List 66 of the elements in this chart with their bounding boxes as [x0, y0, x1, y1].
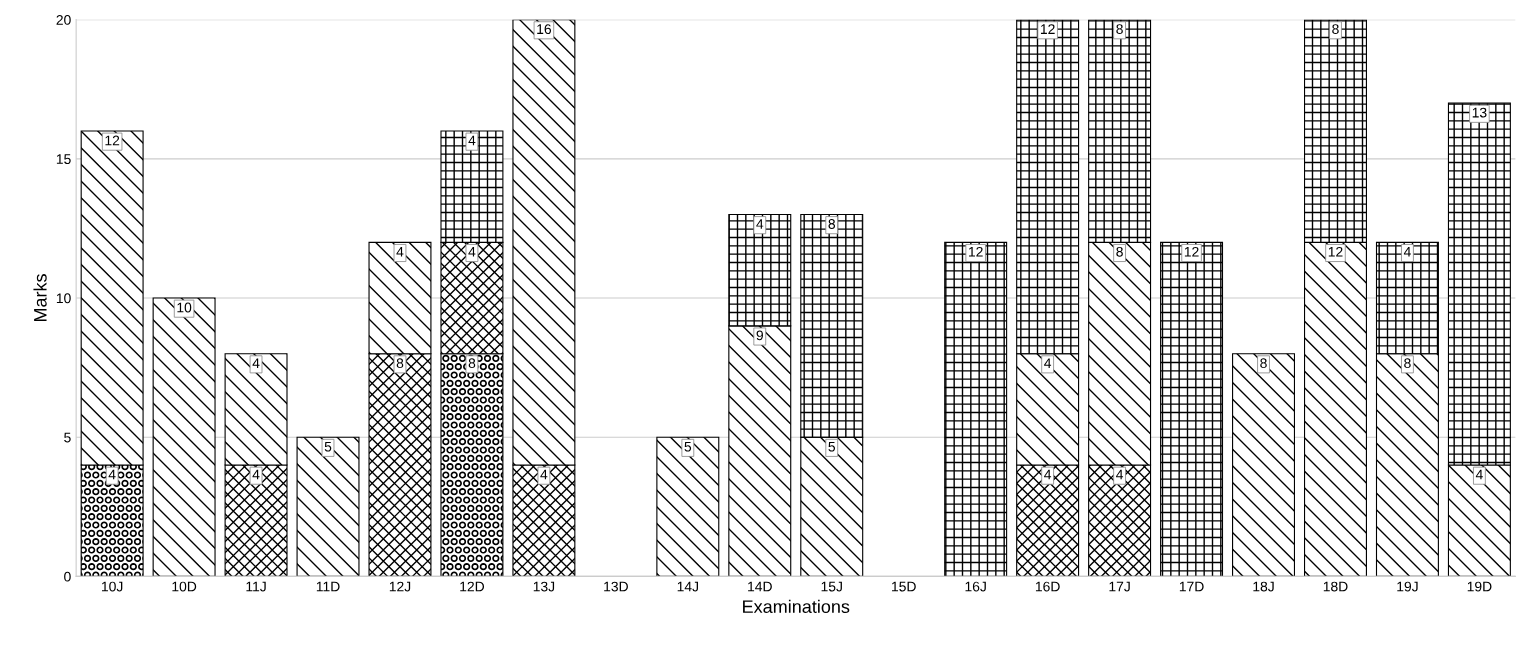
- data-label: 4: [1116, 469, 1124, 480]
- bar: [152, 297, 216, 577]
- bar: [1160, 241, 1224, 577]
- x-tick-label: 16D: [1035, 581, 1060, 592]
- x-tick-label: 19D: [1467, 581, 1492, 592]
- y-tick-label: 5: [64, 432, 71, 443]
- bar: [944, 241, 1008, 577]
- x-axis-title: Examinations: [743, 599, 850, 614]
- x-tick-label: 17J: [1109, 581, 1130, 592]
- y-axis-title: Marks: [33, 274, 47, 322]
- data-label: 12: [105, 135, 120, 146]
- x-tick-label: 19J: [1397, 581, 1418, 592]
- data-label: 4: [252, 469, 260, 480]
- data-label: 12: [969, 246, 983, 257]
- x-tick-label: 13J: [533, 581, 555, 592]
- data-label: 10: [177, 302, 192, 313]
- data-label: 4: [396, 247, 404, 257]
- data-label: 12: [1040, 24, 1055, 34]
- data-label: 8: [1260, 358, 1267, 369]
- x-tick-label: 14D: [748, 581, 772, 592]
- x-tick-label: 10J: [101, 581, 123, 592]
- data-label: 5: [828, 441, 836, 452]
- x-tick-label: 17D: [1179, 581, 1204, 592]
- data-label: 4: [1475, 469, 1483, 480]
- x-tick-label: 18J: [1253, 581, 1274, 592]
- data-label: 4: [1044, 469, 1052, 480]
- data-label: 8: [1116, 24, 1123, 35]
- data-label: 8: [1332, 24, 1339, 35]
- data-label: 9: [756, 330, 763, 341]
- data-label: 8: [396, 358, 404, 369]
- y-tick-label: 0: [64, 571, 71, 582]
- y-tick-label: 15: [56, 154, 71, 165]
- data-label: 4: [468, 247, 476, 257]
- x-tick-label: 13D: [604, 581, 628, 592]
- bar: [296, 436, 360, 577]
- x-tick-label: 16J: [965, 581, 986, 592]
- data-label: 8: [1116, 246, 1123, 257]
- x-tick-label: 14J: [677, 581, 698, 592]
- x-tick-label: 12J: [389, 581, 411, 592]
- data-label: 4: [1403, 247, 1411, 257]
- x-tick-label: 18D: [1323, 581, 1348, 592]
- data-label: 16: [537, 24, 552, 35]
- data-label: 4: [252, 358, 260, 368]
- data-label: 8: [1404, 358, 1411, 369]
- data-label: 12: [1184, 246, 1199, 257]
- x-tick-label: 15D: [892, 581, 916, 592]
- data-label: 4: [540, 469, 548, 480]
- x-tick-label: 10D: [172, 581, 197, 592]
- data-label: 12: [1328, 246, 1343, 257]
- data-label: 8: [828, 219, 836, 229]
- x-tick-label: 11D: [316, 581, 340, 592]
- bar: [656, 436, 720, 577]
- data-label: 4: [108, 469, 116, 480]
- data-label: 4: [468, 135, 476, 146]
- x-tick-label: 11J: [246, 581, 266, 592]
- y-tick-label: 20: [56, 14, 71, 25]
- data-label: 4: [756, 219, 764, 229]
- data-label: 5: [324, 441, 332, 452]
- data-label: 8: [468, 358, 476, 369]
- x-tick-label: 15J: [821, 581, 842, 592]
- bar: [1232, 353, 1296, 577]
- x-tick-label: 12D: [460, 581, 485, 592]
- data-label: 4: [1044, 358, 1052, 368]
- data-label: 13: [1472, 107, 1487, 118]
- data-label: 5: [684, 441, 692, 452]
- y-tick-label: 10: [56, 293, 71, 304]
